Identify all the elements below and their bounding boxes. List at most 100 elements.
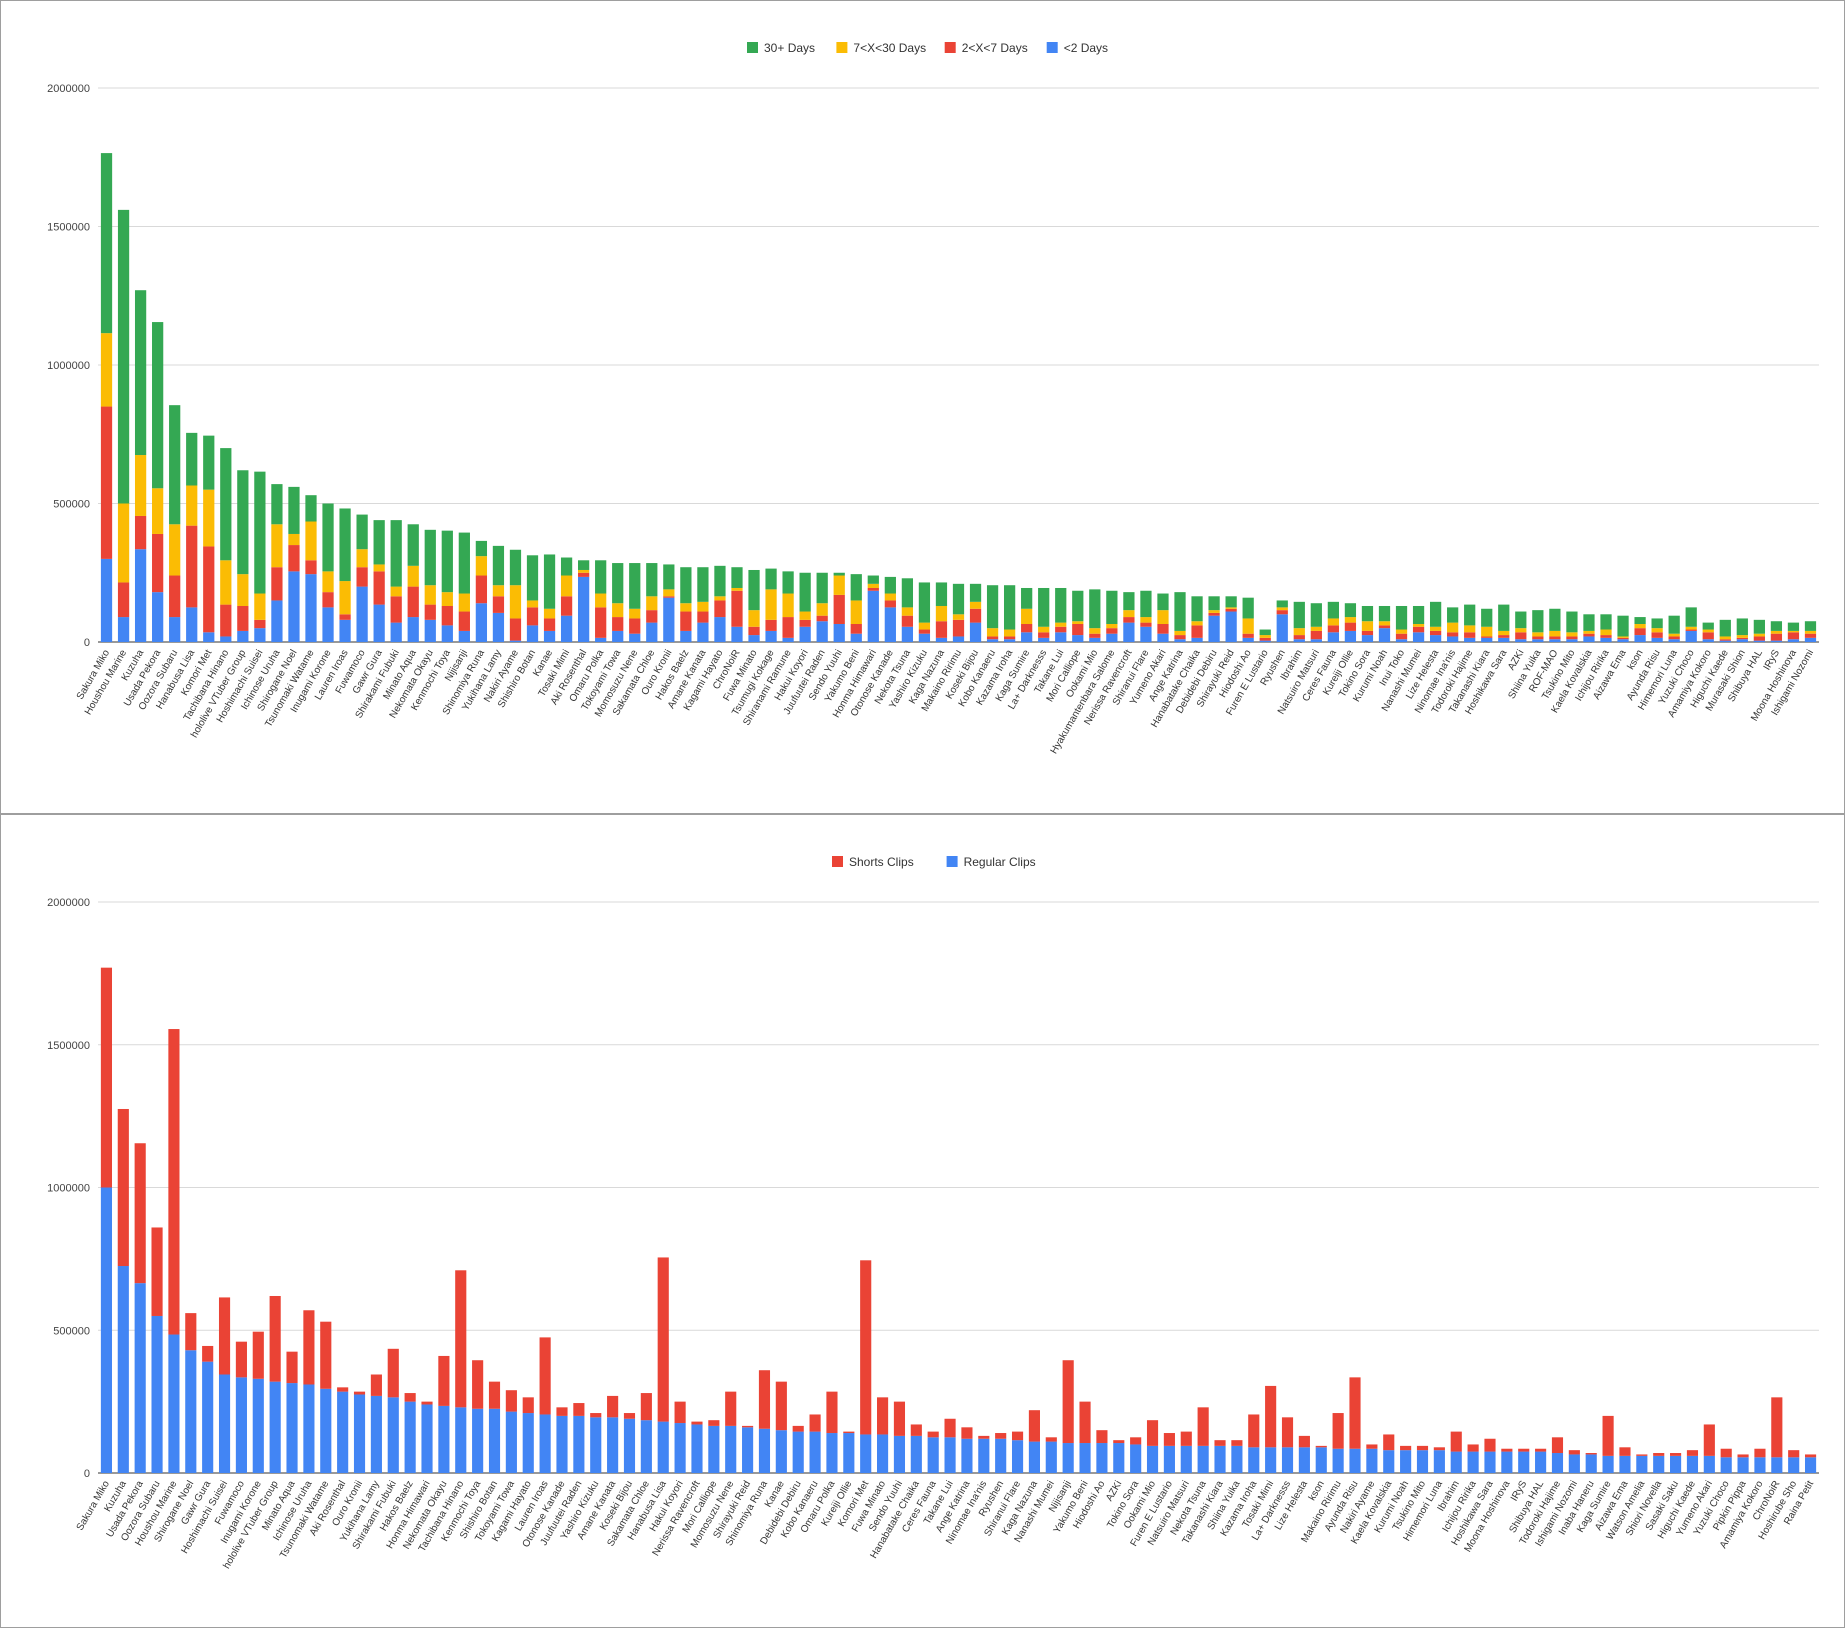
bar-segment[interactable] [117, 503, 130, 583]
bar-segment[interactable] [1259, 637, 1271, 641]
bar-segment[interactable] [1378, 625, 1391, 629]
bar-segment[interactable] [1484, 1451, 1496, 1473]
bar-segment[interactable] [1653, 1453, 1665, 1456]
bar-segment[interactable] [691, 1421, 703, 1425]
bar-segment[interactable] [1310, 626, 1322, 631]
bar-segment[interactable] [1293, 639, 1305, 642]
bar-segment[interactable] [1787, 622, 1800, 631]
bar-segment[interactable] [1055, 622, 1067, 627]
bar-segment[interactable] [1583, 614, 1595, 631]
bar-segment[interactable] [1685, 630, 1697, 642]
bar-segment[interactable] [1600, 637, 1612, 642]
bar-segment[interactable] [799, 572, 811, 612]
bar-segment[interactable] [441, 530, 453, 593]
bar-segment[interactable] [505, 1411, 517, 1473]
bar-segment[interactable] [1146, 1420, 1159, 1446]
bar-segment[interactable] [1619, 1455, 1631, 1473]
bar-segment[interactable] [1045, 1437, 1057, 1442]
bar-segment[interactable] [322, 503, 334, 572]
bar-segment[interactable] [1327, 632, 1339, 642]
bar-segment[interactable] [505, 1390, 517, 1412]
bar-segment[interactable] [1467, 1444, 1479, 1452]
bar-segment[interactable] [407, 617, 419, 642]
bar-segment[interactable] [1719, 636, 1731, 640]
bar-segment[interactable] [1617, 636, 1629, 638]
bar-segment[interactable] [1208, 596, 1220, 611]
bar-segment[interactable] [1276, 614, 1288, 642]
bar-segment[interactable] [1293, 628, 1305, 636]
bar-segment[interactable] [320, 1321, 332, 1389]
bar-segment[interactable] [185, 1350, 197, 1473]
bar-segment[interactable] [390, 622, 402, 642]
bar-segment[interactable] [640, 1420, 652, 1473]
bar-segment[interactable] [1123, 610, 1135, 618]
bar-segment[interactable] [1079, 1443, 1091, 1473]
bar-segment[interactable] [560, 596, 573, 616]
bar-segment[interactable] [742, 1425, 754, 1428]
bar-segment[interactable] [1174, 630, 1186, 636]
bar-segment[interactable] [1412, 623, 1425, 627]
bar-segment[interactable] [1464, 604, 1476, 626]
bar-segment[interactable] [370, 1374, 382, 1396]
bar-segment[interactable] [203, 489, 215, 547]
bar-segment[interactable] [1566, 632, 1578, 637]
bar-segment[interactable] [1096, 1430, 1108, 1444]
bar-segment[interactable] [1332, 1448, 1344, 1473]
bar-segment[interactable] [595, 607, 607, 638]
bar-segment[interactable] [1225, 608, 1237, 612]
bar-segment[interactable] [1157, 593, 1169, 611]
bar-segment[interactable] [237, 470, 249, 575]
bar-segment[interactable] [1412, 626, 1425, 633]
bar-segment[interactable] [1670, 1453, 1682, 1456]
bar-segment[interactable] [731, 626, 743, 642]
bar-segment[interactable] [235, 1341, 247, 1378]
bar-segment[interactable] [1055, 587, 1067, 623]
bar-segment[interactable] [731, 567, 743, 588]
bar-segment[interactable] [1400, 1450, 1412, 1473]
bar-segment[interactable] [475, 575, 488, 604]
bar-segment[interactable] [952, 614, 965, 620]
bar-segment[interactable] [1617, 615, 1629, 637]
bar-segment[interactable] [969, 622, 982, 642]
bar-segment[interactable] [935, 605, 948, 622]
bar-segment[interactable] [1720, 1457, 1732, 1473]
bar-segment[interactable] [1225, 607, 1237, 609]
bar-segment[interactable] [697, 567, 709, 602]
bar-segment[interactable] [1191, 625, 1203, 638]
bar-segment[interactable] [961, 1427, 973, 1439]
bar-segment[interactable] [799, 619, 811, 627]
bar-segment[interactable] [169, 524, 181, 576]
bar-segment[interactable] [1072, 635, 1084, 642]
bar-segment[interactable] [1450, 1451, 1462, 1473]
bar-segment[interactable] [961, 1438, 973, 1473]
bar-segment[interactable] [168, 1029, 180, 1335]
bar-segment[interactable] [509, 549, 522, 586]
bar-segment[interactable] [117, 1108, 129, 1267]
bar-segment[interactable] [1532, 632, 1544, 637]
bar-segment[interactable] [1242, 597, 1254, 619]
bar-segment[interactable] [969, 601, 982, 609]
bar-segment[interactable] [1668, 615, 1680, 634]
bar-segment[interactable] [455, 1270, 467, 1408]
bar-segment[interactable] [657, 1421, 669, 1473]
bar-segment[interactable] [152, 592, 164, 642]
bar-segment[interactable] [1310, 630, 1322, 640]
bar-segment[interactable] [1242, 633, 1254, 638]
bar-segment[interactable] [612, 617, 624, 631]
bar-segment[interactable] [1174, 592, 1186, 631]
bar-segment[interactable] [1208, 615, 1220, 642]
bar-segment[interactable] [1140, 626, 1152, 642]
bar-segment[interactable] [1130, 1444, 1142, 1473]
bar-segment[interactable] [441, 625, 453, 642]
bar-segment[interactable] [578, 572, 590, 577]
bar-segment[interactable] [884, 593, 896, 601]
bar-segment[interactable] [1464, 632, 1476, 638]
bar-segment[interactable] [1636, 1455, 1648, 1473]
bar-segment[interactable] [1549, 630, 1561, 637]
bar-segment[interactable] [1174, 635, 1186, 640]
bar-segment[interactable] [629, 618, 641, 634]
bar-segment[interactable] [1038, 626, 1050, 633]
bar-segment[interactable] [680, 567, 692, 604]
bar-segment[interactable] [680, 630, 692, 642]
bar-segment[interactable] [809, 1414, 821, 1432]
